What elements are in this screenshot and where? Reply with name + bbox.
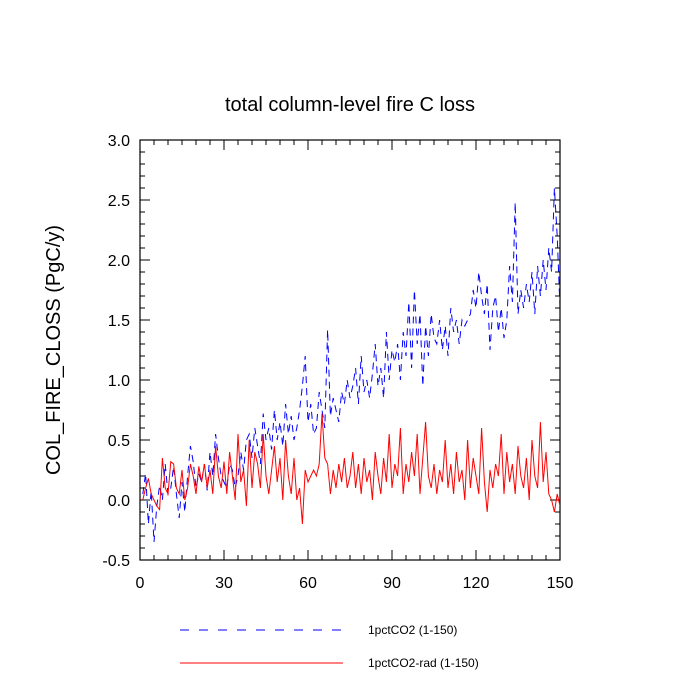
- plot-area: 0 30 60 90 120 150 -0.5 0.0 0.5 1.0 1.5 2.0 2.5 3.0: [102, 133, 573, 592]
- chart-title: total column-level fire C loss: [225, 94, 475, 116]
- x-tick-label: 30: [215, 575, 233, 592]
- series-line-1: [142, 187, 560, 543]
- y-axis-label: COL_FIRE_CLOSS (PgC/y): [43, 225, 65, 475]
- legend: 1pctCO2 (1-150) 1pctCO2-rad (1-150): [180, 623, 479, 670]
- y-tick-label: 2.0: [108, 253, 130, 270]
- legend-label-2: 1pctCO2-rad (1-150): [368, 656, 479, 670]
- y-tick-label: 3.0: [108, 133, 130, 150]
- y-tick-label: 0.0: [108, 493, 130, 510]
- x-tick-label: 150: [547, 575, 574, 592]
- y-tick-label: 2.5: [108, 193, 130, 210]
- y-tick-label: 1.0: [108, 373, 130, 390]
- y-tick-label: -0.5: [102, 553, 130, 570]
- x-tick-label: 60: [299, 575, 317, 592]
- x-tick-label: 90: [383, 575, 401, 592]
- legend-label-1: 1pctCO2 (1-150): [368, 623, 457, 637]
- series-line-2: [142, 413, 560, 525]
- plot-frame: [139, 139, 561, 561]
- x-tick-label: 0: [136, 575, 145, 592]
- y-tick-label: 1.5: [108, 313, 130, 330]
- x-tick-label: 120: [463, 575, 490, 592]
- y-tick-label: 0.5: [108, 433, 130, 450]
